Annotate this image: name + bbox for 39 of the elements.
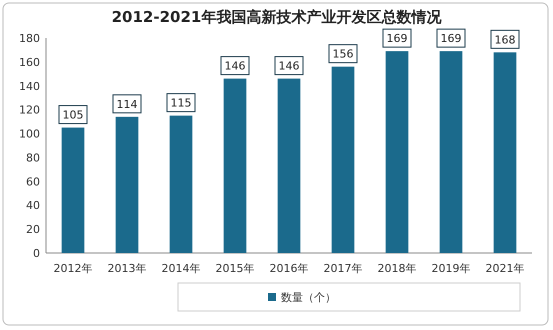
y-tick-label: 120 (19, 104, 40, 117)
bar (116, 116, 138, 253)
data-label: 114 (116, 98, 138, 111)
x-tick-label: 2013年 (108, 262, 146, 275)
x-tick-label: 2017年 (324, 262, 362, 275)
bar (440, 51, 462, 253)
bar (62, 128, 84, 253)
x-tick-label: 2012年 (54, 262, 92, 275)
chart-title: 2012-2021年我国高新技术产业开发区总数情况 (112, 8, 442, 26)
bar (332, 66, 354, 253)
bar (224, 78, 246, 253)
y-tick-label: 80 (26, 151, 40, 164)
bar (278, 78, 300, 253)
data-label: 115 (170, 96, 192, 110)
data-label: 169 (386, 32, 408, 46)
data-label: 156 (332, 48, 354, 61)
bar (494, 52, 516, 253)
y-tick-label: 160 (19, 56, 40, 69)
y-tick-label: 60 (26, 175, 40, 188)
y-tick-label: 140 (19, 80, 40, 93)
data-label: 168 (494, 33, 516, 46)
x-tick-label: 2018年 (378, 262, 416, 275)
y-tick-label: 100 (19, 128, 40, 141)
data-label: 146 (224, 60, 246, 73)
x-tick-label: 2019年 (432, 262, 470, 275)
x-tick-label: 2021年 (486, 262, 524, 275)
y-tick-label: 20 (26, 223, 40, 236)
x-tick-label: 2014年 (162, 262, 200, 275)
bar (386, 51, 408, 253)
bar (170, 116, 192, 253)
y-tick-label: 180 (19, 32, 40, 45)
legend-label: 数量（个） (281, 291, 336, 304)
y-tick-label: 0 (33, 247, 40, 260)
y-tick-label: 40 (26, 199, 40, 212)
x-tick-label: 2016年 (270, 262, 308, 275)
data-label: 169 (440, 32, 462, 46)
x-tick-label: 2015年 (216, 262, 254, 275)
data-label: 105 (62, 108, 84, 122)
data-label: 146 (278, 60, 300, 73)
